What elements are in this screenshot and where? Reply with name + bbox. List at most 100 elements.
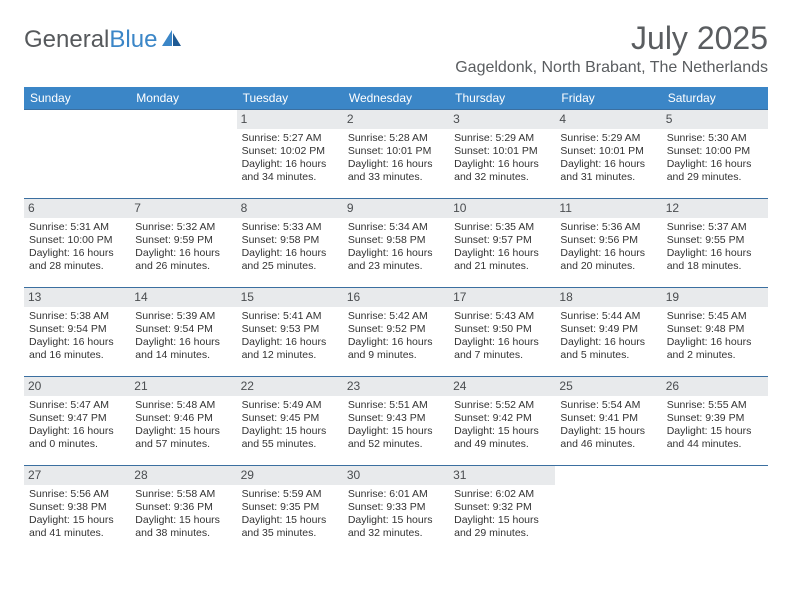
day-number: 28 <box>130 466 236 485</box>
daylight-text: Daylight: 16 hours <box>242 336 338 349</box>
weekday-label: Sunday <box>24 87 130 109</box>
sunrise-text: Sunrise: 5:29 AM <box>454 132 550 145</box>
daylight-text: Daylight: 15 hours <box>135 514 231 527</box>
sunset-text: Sunset: 10:00 PM <box>667 145 763 158</box>
day-number: 24 <box>449 377 555 396</box>
sunset-text: Sunset: 9:43 PM <box>348 412 444 425</box>
daylight-text: Daylight: 15 hours <box>667 425 763 438</box>
day-cell: 14Sunrise: 5:39 AMSunset: 9:54 PMDayligh… <box>130 288 236 376</box>
daylight-text: and 12 minutes. <box>242 349 338 362</box>
sunset-text: Sunset: 9:35 PM <box>242 501 338 514</box>
sunrise-text: Sunrise: 5:27 AM <box>242 132 338 145</box>
daylight-text: Daylight: 15 hours <box>29 514 125 527</box>
sunrise-text: Sunrise: 5:54 AM <box>560 399 656 412</box>
day-cell: 22Sunrise: 5:49 AMSunset: 9:45 PMDayligh… <box>237 377 343 465</box>
day-cell: 19Sunrise: 5:45 AMSunset: 9:48 PMDayligh… <box>662 288 768 376</box>
daylight-text: Daylight: 15 hours <box>135 425 231 438</box>
weekday-label: Tuesday <box>237 87 343 109</box>
day-cell: 2Sunrise: 5:28 AMSunset: 10:01 PMDayligh… <box>343 110 449 198</box>
daylight-text: Daylight: 16 hours <box>135 247 231 260</box>
day-number: 6 <box>24 199 130 218</box>
sunset-text: Sunset: 10:01 PM <box>560 145 656 158</box>
day-cell: 21Sunrise: 5:48 AMSunset: 9:46 PMDayligh… <box>130 377 236 465</box>
sunset-text: Sunset: 10:01 PM <box>454 145 550 158</box>
day-cell: 27Sunrise: 5:56 AMSunset: 9:38 PMDayligh… <box>24 466 130 554</box>
day-number: 16 <box>343 288 449 307</box>
daylight-text: Daylight: 15 hours <box>242 425 338 438</box>
day-number: 26 <box>662 377 768 396</box>
day-number: 23 <box>343 377 449 396</box>
daylight-text: Daylight: 16 hours <box>560 158 656 171</box>
sunset-text: Sunset: 9:36 PM <box>135 501 231 514</box>
sunset-text: Sunset: 9:47 PM <box>29 412 125 425</box>
sunset-text: Sunset: 9:50 PM <box>454 323 550 336</box>
daylight-text: Daylight: 16 hours <box>135 336 231 349</box>
day-cell: 6Sunrise: 5:31 AMSunset: 10:00 PMDayligh… <box>24 199 130 287</box>
weekday-label: Friday <box>555 87 661 109</box>
day-number: 17 <box>449 288 555 307</box>
day-cell: 1Sunrise: 5:27 AMSunset: 10:02 PMDayligh… <box>237 110 343 198</box>
day-number: 12 <box>662 199 768 218</box>
day-cell: 24Sunrise: 5:52 AMSunset: 9:42 PMDayligh… <box>449 377 555 465</box>
sunset-text: Sunset: 9:54 PM <box>135 323 231 336</box>
day-number: 7 <box>130 199 236 218</box>
day-cell: 4Sunrise: 5:29 AMSunset: 10:01 PMDayligh… <box>555 110 661 198</box>
sunrise-text: Sunrise: 5:55 AM <box>667 399 763 412</box>
daylight-text: Daylight: 16 hours <box>667 158 763 171</box>
sunrise-text: Sunrise: 5:43 AM <box>454 310 550 323</box>
day-cell: 7Sunrise: 5:32 AMSunset: 9:59 PMDaylight… <box>130 199 236 287</box>
logo-text: GeneralBlue <box>24 26 157 54</box>
sunset-text: Sunset: 9:38 PM <box>29 501 125 514</box>
day-cell: 12Sunrise: 5:37 AMSunset: 9:55 PMDayligh… <box>662 199 768 287</box>
sunrise-text: Sunrise: 5:48 AM <box>135 399 231 412</box>
week-row: 20Sunrise: 5:47 AMSunset: 9:47 PMDayligh… <box>24 376 768 465</box>
daylight-text: and 46 minutes. <box>560 438 656 451</box>
daylight-text: Daylight: 16 hours <box>29 247 125 260</box>
sunrise-text: Sunrise: 5:33 AM <box>242 221 338 234</box>
month-title: July 2025 <box>455 20 768 57</box>
daylight-text: and 28 minutes. <box>29 260 125 273</box>
day-number: 21 <box>130 377 236 396</box>
day-number: 29 <box>237 466 343 485</box>
daylight-text: and 18 minutes. <box>667 260 763 273</box>
daylight-text: Daylight: 16 hours <box>454 158 550 171</box>
day-number: 15 <box>237 288 343 307</box>
daylight-text: and 29 minutes. <box>667 171 763 184</box>
daylight-text: and 32 minutes. <box>454 171 550 184</box>
day-number: 20 <box>24 377 130 396</box>
daylight-text: and 25 minutes. <box>242 260 338 273</box>
daylight-text: and 34 minutes. <box>242 171 338 184</box>
sunrise-text: Sunrise: 5:45 AM <box>667 310 763 323</box>
day-cell: 25Sunrise: 5:54 AMSunset: 9:41 PMDayligh… <box>555 377 661 465</box>
daylight-text: and 33 minutes. <box>348 171 444 184</box>
daylight-text: and 7 minutes. <box>454 349 550 362</box>
day-number: 30 <box>343 466 449 485</box>
sunset-text: Sunset: 10:02 PM <box>242 145 338 158</box>
day-cell: 8Sunrise: 5:33 AMSunset: 9:58 PMDaylight… <box>237 199 343 287</box>
sunset-text: Sunset: 9:58 PM <box>242 234 338 247</box>
sunset-text: Sunset: 9:59 PM <box>135 234 231 247</box>
sunset-text: Sunset: 10:00 PM <box>29 234 125 247</box>
daylight-text: Daylight: 16 hours <box>560 247 656 260</box>
day-number: 8 <box>237 199 343 218</box>
daylight-text: Daylight: 15 hours <box>242 514 338 527</box>
sunset-text: Sunset: 9:42 PM <box>454 412 550 425</box>
weekday-label: Monday <box>130 87 236 109</box>
daylight-text: and 23 minutes. <box>348 260 444 273</box>
empty-cell <box>555 466 661 554</box>
sunrise-text: Sunrise: 5:36 AM <box>560 221 656 234</box>
sail-icon <box>161 28 183 53</box>
daylight-text: Daylight: 16 hours <box>348 336 444 349</box>
day-number: 13 <box>24 288 130 307</box>
calendar-page: GeneralBlue July 2025 Gageldonk, North B… <box>0 0 792 574</box>
sunset-text: Sunset: 9:45 PM <box>242 412 338 425</box>
daylight-text: and 52 minutes. <box>348 438 444 451</box>
week-row: 27Sunrise: 5:56 AMSunset: 9:38 PMDayligh… <box>24 465 768 554</box>
sunrise-text: Sunrise: 5:52 AM <box>454 399 550 412</box>
daylight-text: Daylight: 16 hours <box>29 336 125 349</box>
sunset-text: Sunset: 9:48 PM <box>667 323 763 336</box>
logo-part1: General <box>24 26 109 53</box>
sunrise-text: Sunrise: 5:42 AM <box>348 310 444 323</box>
daylight-text: and 21 minutes. <box>454 260 550 273</box>
weekday-label: Thursday <box>449 87 555 109</box>
